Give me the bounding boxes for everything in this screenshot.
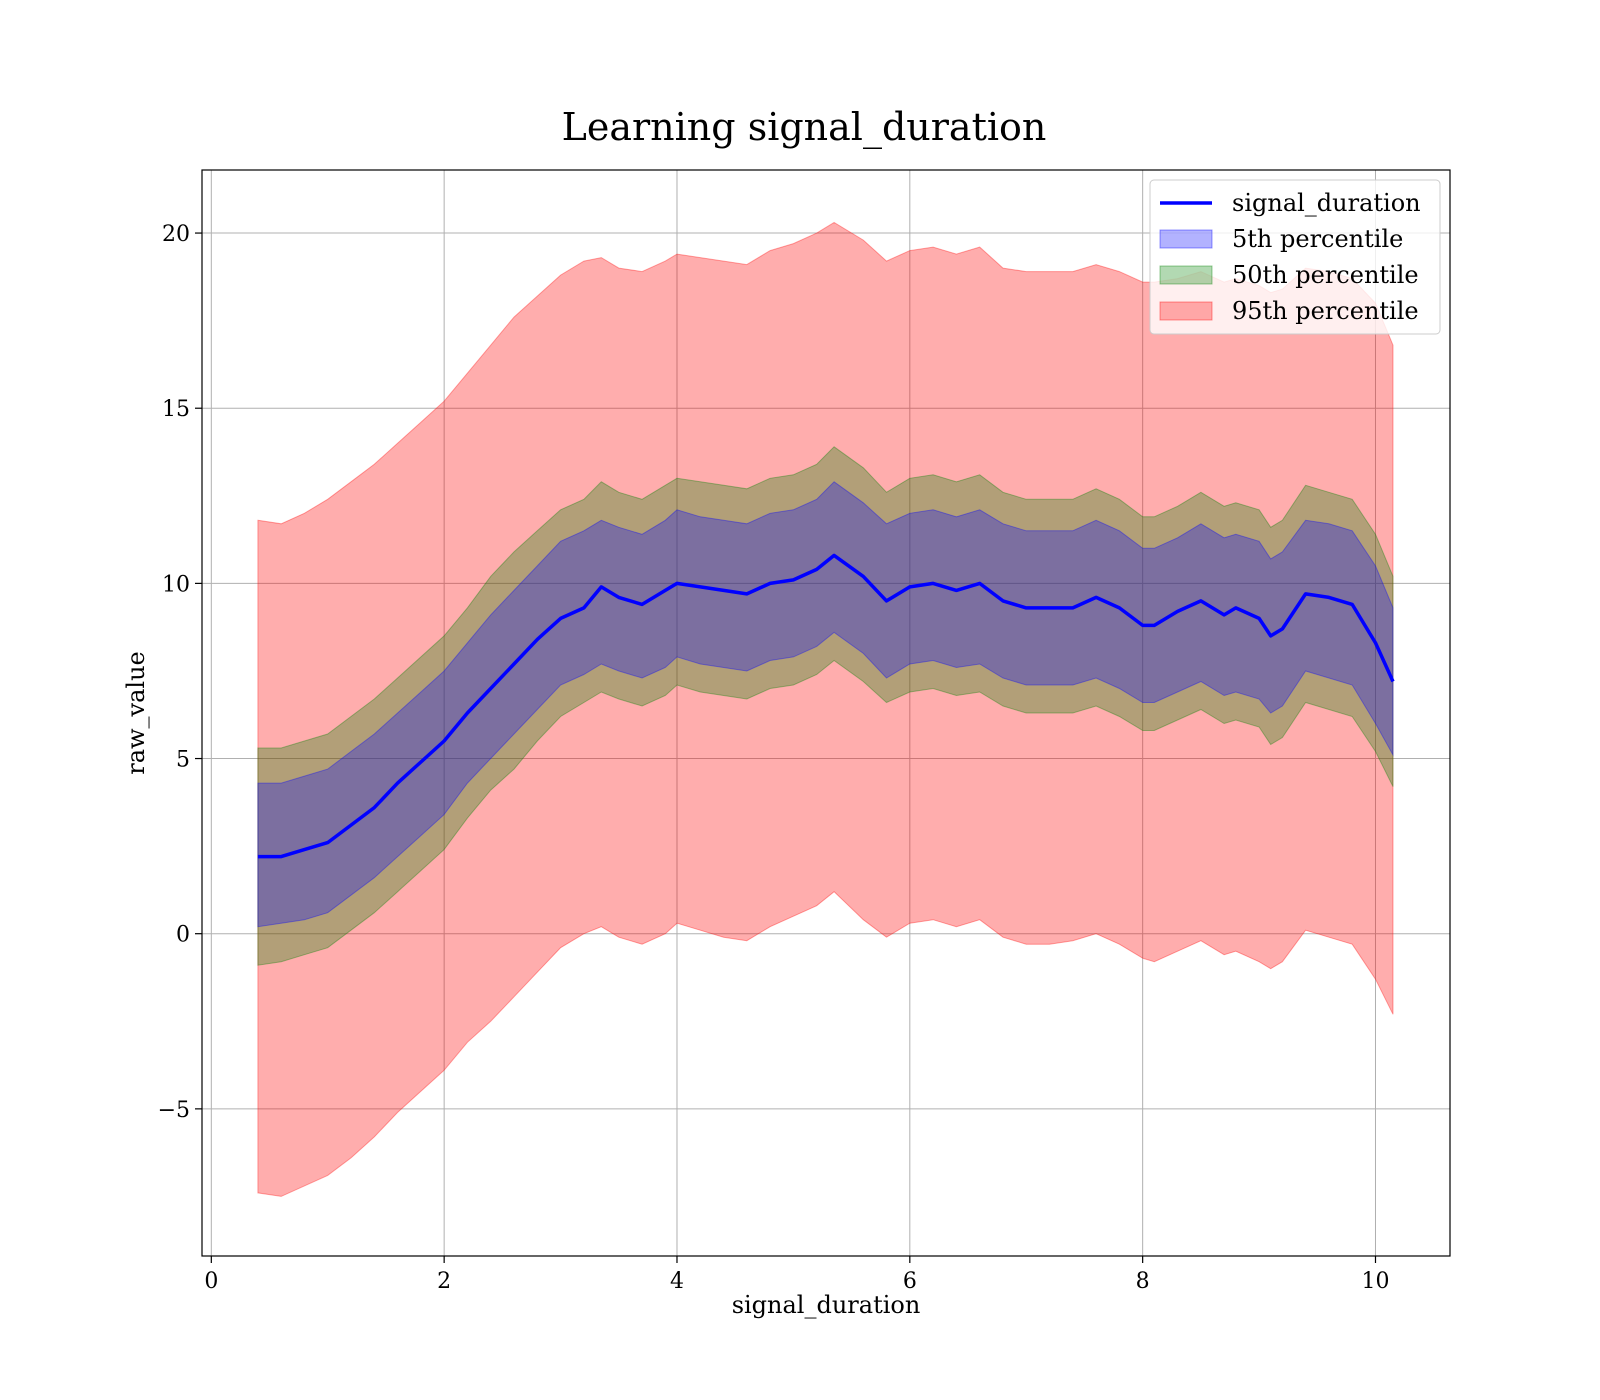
legend-box [1149,179,1441,335]
band-50th-percentile [257,446,1394,966]
legend-patch-swatch [1159,229,1213,249]
x-tick-label: 8 [1136,1269,1150,1294]
x-tick-label: 10 [1361,1269,1389,1294]
y-tick-label: −5 [158,1098,190,1123]
legend-patch-swatch [1159,301,1213,321]
legend-label: 95th percentile [1232,297,1419,325]
legend: signal_duration 5th percentile 50th percen… [1149,179,1441,335]
y-tick-label: 10 [162,572,190,597]
grid-lines [202,170,1450,1256]
line-signal-duration [257,553,1395,859]
y-tick-label: 0 [176,923,190,948]
legend-label: 5th percentile [1232,225,1403,253]
x-axis-ticks: 0 2 4 6 8 10 [204,1256,1389,1294]
legend-label: 50th percentile [1232,261,1419,289]
y-tick-label: 15 [162,397,190,422]
legend-label: signal_duration [1232,189,1421,217]
band-95th-percentile [257,221,1394,1197]
y-tick-label: 20 [162,222,190,247]
y-axis-label: raw_value [122,651,150,775]
x-tick-label: 2 [437,1269,451,1294]
plot-frame [201,169,1451,1257]
legend-patch-swatch [1159,265,1213,285]
x-tick-label: 0 [204,1269,218,1294]
percentile-bands [257,221,1394,1197]
x-axis-label: signal_duration [732,1291,921,1319]
x-tick-label: 4 [670,1269,684,1294]
x-tick-label: 6 [903,1269,917,1294]
band-5th-percentile [257,481,1394,928]
y-tick-label: 5 [176,748,190,773]
series-lines [257,553,1395,859]
y-axis-ticks: −5 0 5 10 15 20 [158,222,202,1123]
chart-title: Learning signal_duration [562,105,1047,150]
